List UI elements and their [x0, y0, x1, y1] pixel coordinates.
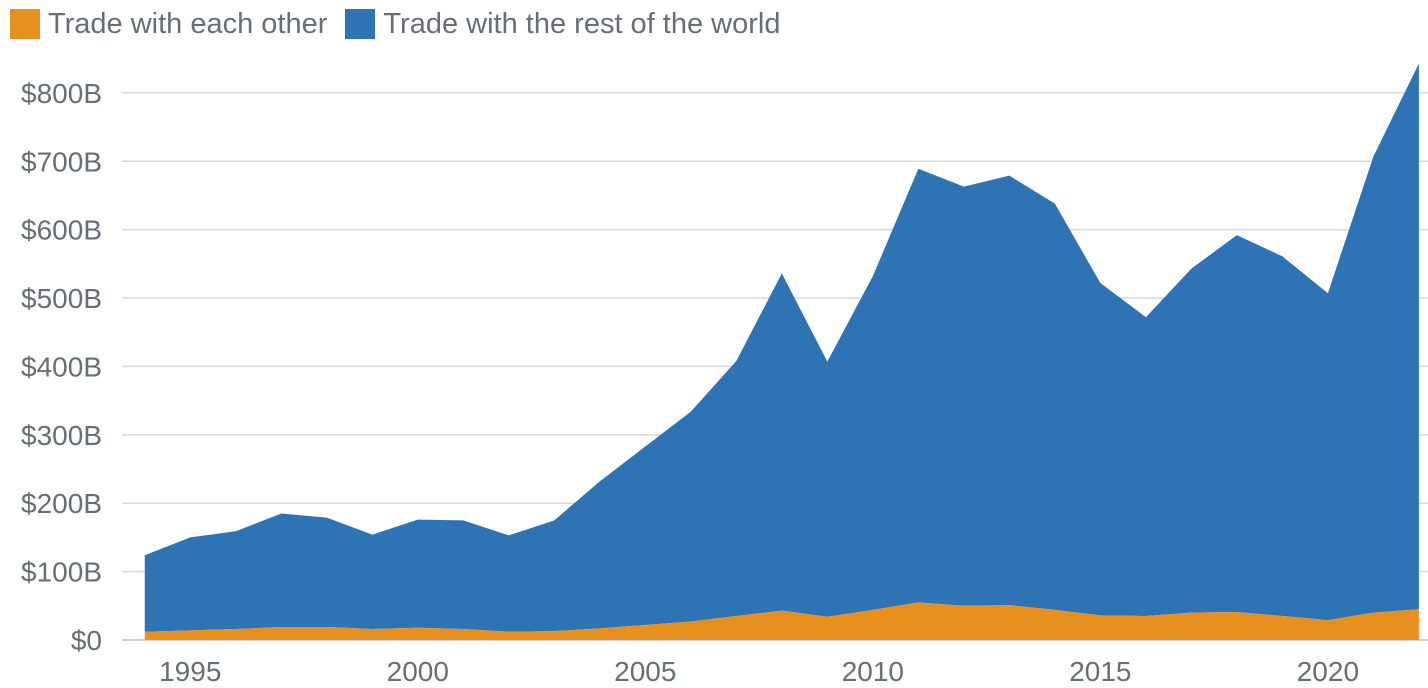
y-tick-label: $800B: [21, 78, 102, 109]
x-axis-ticks: 1995 2000 2005 2010 2015 2020: [159, 656, 1359, 687]
legend: Trade with each other Trade with the res…: [10, 4, 780, 44]
legend-label-rest-of-world: Trade with the rest of the world: [383, 7, 781, 40]
y-tick-label: $500B: [21, 283, 102, 314]
stacked-areas: [144, 63, 1419, 640]
area-series-1: [144, 63, 1419, 632]
x-tick-label: 1995: [159, 656, 221, 687]
area-series-0: [144, 602, 1419, 640]
y-tick-label: $400B: [21, 351, 102, 382]
y-axis-ticks: $0 $100B $200B $300B $400B $500B $600B $700B $80…: [21, 78, 102, 656]
y-tick-label: $0: [71, 625, 102, 656]
legend-item-each-other: Trade with each other: [10, 8, 327, 41]
legend-item-rest-of-world: Trade with the rest of the world: [345, 8, 780, 41]
x-tick-label: 2020: [1297, 656, 1359, 687]
y-tick-label: $700B: [21, 146, 102, 177]
y-tick-label: $300B: [21, 420, 102, 451]
x-tick-label: 2015: [1069, 656, 1131, 687]
legend-swatch-each-other: [10, 9, 40, 39]
legend-label-each-other: Trade with each other: [48, 7, 328, 40]
y-tick-label: $200B: [21, 488, 102, 519]
x-tick-label: 2000: [387, 656, 449, 687]
legend-swatch-rest-of-world: [345, 9, 376, 39]
y-tick-label: $600B: [21, 215, 102, 246]
x-tick-label: 2010: [842, 656, 904, 687]
y-tick-label: $100B: [21, 557, 102, 588]
x-tick-label: 2005: [614, 656, 676, 687]
